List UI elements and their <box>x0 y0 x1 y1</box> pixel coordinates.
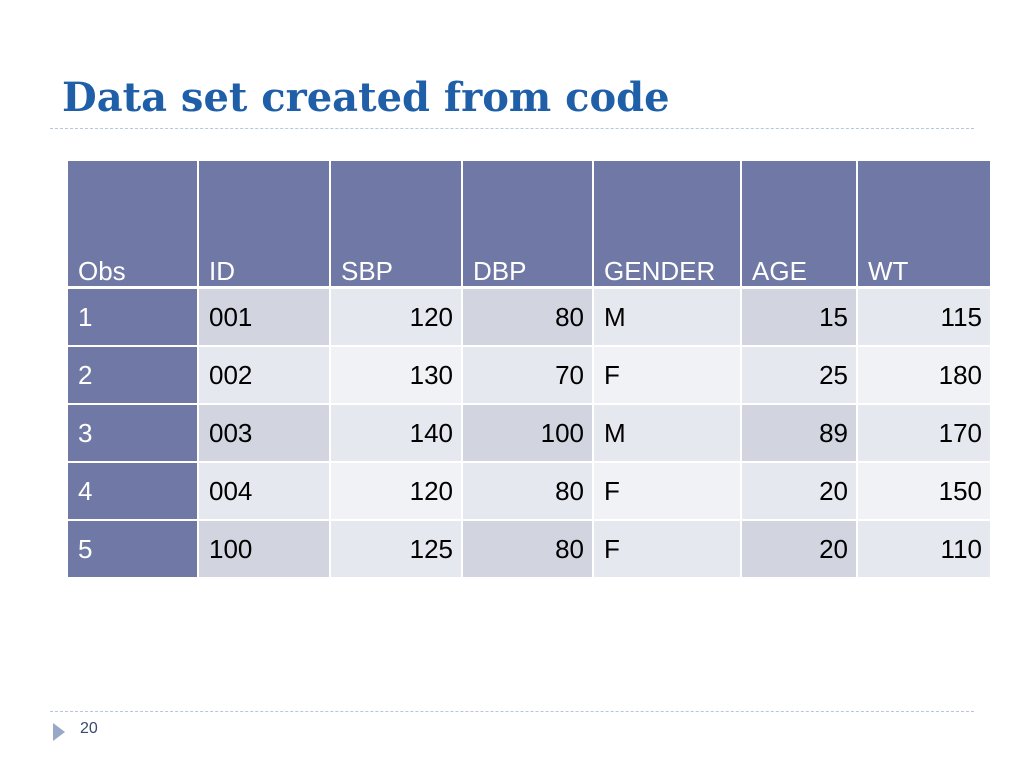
cell-dbp: 80 <box>463 463 594 521</box>
header-label: Obs <box>78 256 126 286</box>
triangle-bullet-icon <box>53 723 65 741</box>
header-label: SBP <box>341 256 394 286</box>
cell-obs: 3 <box>68 405 199 463</box>
cell-wt: 110 <box>858 521 990 579</box>
table-header-row: Obs ID SBP DBP GENDER AGE WT <box>68 161 990 289</box>
cell-sbp: 130 <box>331 347 463 405</box>
header-label: WT <box>868 256 909 286</box>
table-row: 1 001 120 80 M 15 115 <box>68 289 990 347</box>
cell-gender: F <box>594 347 742 405</box>
header-label: GENDER <box>604 256 716 286</box>
cell-id: 002 <box>199 347 331 405</box>
cell-age: 89 <box>742 405 858 463</box>
data-table: Obs ID SBP DBP GENDER AGE WT 1 001 120 8… <box>68 161 990 579</box>
header-label: DBP <box>473 256 527 286</box>
header-dbp: DBP <box>463 161 594 289</box>
cell-id: 004 <box>199 463 331 521</box>
cell-dbp: 70 <box>463 347 594 405</box>
cell-age: 25 <box>742 347 858 405</box>
cell-id: 001 <box>199 289 331 347</box>
cell-gender: M <box>594 289 742 347</box>
header-label: AGE <box>752 256 807 286</box>
header-gender: GENDER <box>594 161 742 289</box>
slide-title: Data set created from code <box>62 74 670 121</box>
header-sbp: SBP <box>331 161 463 289</box>
cell-id: 003 <box>199 405 331 463</box>
cell-obs: 1 <box>68 289 199 347</box>
cell-age: 15 <box>742 289 858 347</box>
cell-sbp: 140 <box>331 405 463 463</box>
header-wt: WT <box>858 161 990 289</box>
header-id: ID <box>199 161 331 289</box>
title-divider <box>50 128 974 129</box>
cell-wt: 170 <box>858 405 990 463</box>
cell-gender: F <box>594 521 742 579</box>
table-row: 5 100 125 80 F 20 110 <box>68 521 990 579</box>
cell-age: 20 <box>742 521 858 579</box>
cell-wt: 150 <box>858 463 990 521</box>
cell-wt: 180 <box>858 347 990 405</box>
cell-id: 100 <box>199 521 331 579</box>
table-row: 3 003 140 100 M 89 170 <box>68 405 990 463</box>
cell-wt: 115 <box>858 289 990 347</box>
cell-dbp: 80 <box>463 521 594 579</box>
cell-sbp: 120 <box>331 289 463 347</box>
header-obs: Obs <box>68 161 199 289</box>
cell-obs: 2 <box>68 347 199 405</box>
cell-gender: M <box>594 405 742 463</box>
cell-obs: 4 <box>68 463 199 521</box>
header-age: AGE <box>742 161 858 289</box>
footer-divider <box>50 711 974 712</box>
header-label: ID <box>209 256 235 286</box>
table-row: 2 002 130 70 F 25 180 <box>68 347 990 405</box>
cell-dbp: 100 <box>463 405 594 463</box>
cell-age: 20 <box>742 463 858 521</box>
table-row: 4 004 120 80 F 20 150 <box>68 463 990 521</box>
cell-sbp: 120 <box>331 463 463 521</box>
cell-sbp: 125 <box>331 521 463 579</box>
cell-dbp: 80 <box>463 289 594 347</box>
page-number: 20 <box>80 720 98 737</box>
cell-obs: 5 <box>68 521 199 579</box>
cell-gender: F <box>594 463 742 521</box>
